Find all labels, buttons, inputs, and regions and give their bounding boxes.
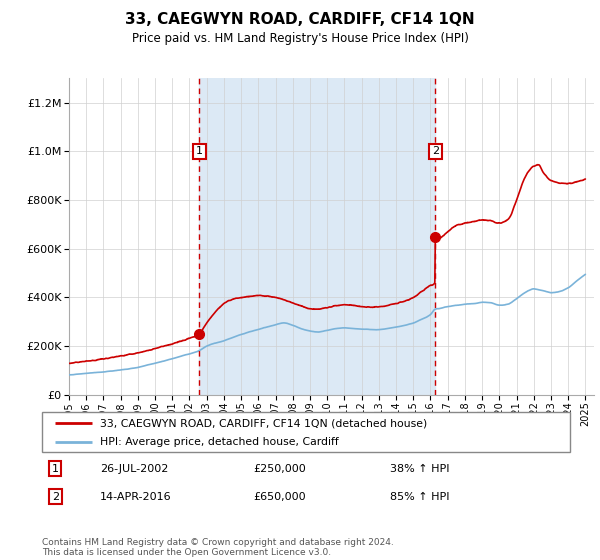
Text: £250,000: £250,000 (253, 464, 306, 474)
Text: Price paid vs. HM Land Registry's House Price Index (HPI): Price paid vs. HM Land Registry's House … (131, 32, 469, 45)
Text: 1: 1 (52, 464, 59, 474)
Text: 26-JUL-2002: 26-JUL-2002 (100, 464, 169, 474)
FancyBboxPatch shape (42, 412, 570, 452)
Text: 2: 2 (52, 492, 59, 502)
Bar (199, 78, 435, 395)
Text: HPI: Average price, detached house, Cardiff: HPI: Average price, detached house, Card… (100, 437, 339, 447)
Text: 38% ↑ HPI: 38% ↑ HPI (391, 464, 450, 474)
Text: 2: 2 (432, 146, 439, 156)
Text: £650,000: £650,000 (253, 492, 306, 502)
Text: 33, CAEGWYN ROAD, CARDIFF, CF14 1QN: 33, CAEGWYN ROAD, CARDIFF, CF14 1QN (125, 12, 475, 27)
Text: 85% ↑ HPI: 85% ↑ HPI (391, 492, 450, 502)
Text: 14-APR-2016: 14-APR-2016 (100, 492, 172, 502)
Text: 1: 1 (196, 146, 203, 156)
Text: Contains HM Land Registry data © Crown copyright and database right 2024.
This d: Contains HM Land Registry data © Crown c… (42, 538, 394, 557)
Text: 33, CAEGWYN ROAD, CARDIFF, CF14 1QN (detached house): 33, CAEGWYN ROAD, CARDIFF, CF14 1QN (det… (100, 418, 427, 428)
